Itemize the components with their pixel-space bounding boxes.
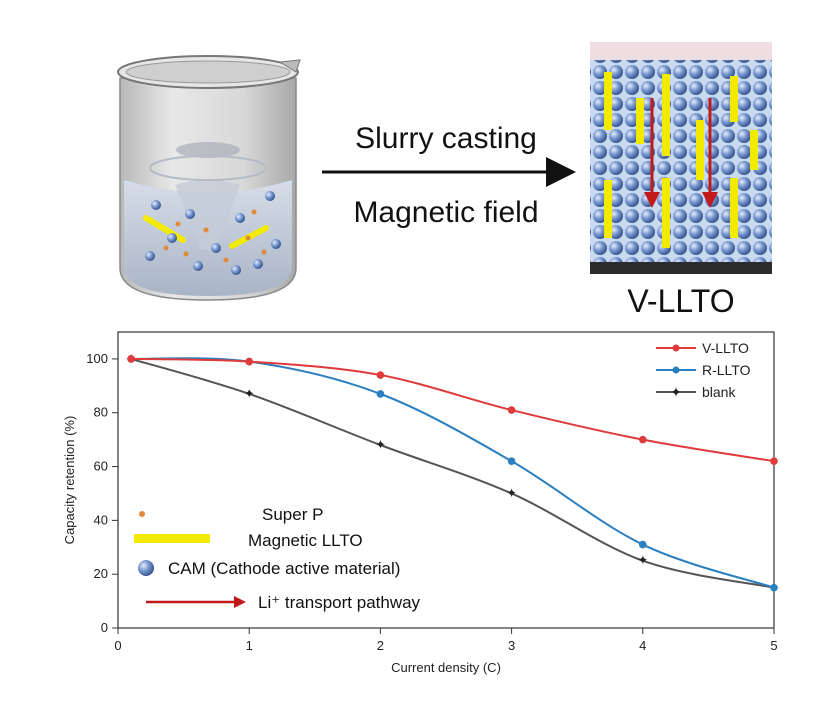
series-legend: V-LLTO R-LLTO ✦ blank — [656, 340, 751, 400]
process-label-slurry: Slurry casting — [355, 122, 537, 155]
y-tick-label: 20 — [94, 566, 108, 581]
beaker — [117, 55, 301, 301]
cam-particles — [145, 191, 281, 275]
cam-sphere-icon — [138, 560, 154, 576]
legend-entry-blank: ✦ blank — [656, 384, 736, 400]
data-point-v-llto — [376, 371, 385, 379]
legend-label-r-llto: R-LLTO — [702, 362, 751, 378]
legend-li-pathway: Li⁺ transport pathway — [146, 593, 421, 612]
legend-entry-v-llto: V-LLTO — [656, 340, 749, 356]
data-point-blank: ✦ — [637, 553, 648, 568]
aligned-llto-rods — [604, 72, 758, 248]
y-tick-label: 100 — [86, 351, 108, 366]
x-tick-label: 2 — [377, 638, 384, 653]
data-point-r-llto — [770, 583, 778, 592]
x-tick-label: 1 — [246, 638, 253, 653]
legend-magnetic-llto-label: Magnetic LLTO — [248, 531, 363, 550]
data-point-v-llto — [507, 406, 516, 414]
chart-series: ✦✦✦✦✦✦ — [126, 351, 780, 595]
legend-li-pathway-label: Li⁺ transport pathway — [258, 593, 421, 612]
process-label-magnetic: Magnetic field — [353, 196, 538, 229]
y-tick-label: 0 — [101, 620, 108, 635]
legend-super-p: Super P — [139, 505, 323, 524]
electrode-schematic: V-LLTO — [590, 42, 772, 319]
legend-magnetic-llto: Magnetic LLTO — [134, 531, 363, 550]
x-tick-label: 5 — [770, 638, 777, 653]
legend-cam-label: CAM (Cathode active material) — [168, 559, 400, 578]
data-point-blank: ✦ — [244, 386, 255, 401]
y-axis-ticks: 0 20 40 60 80 100 — [86, 351, 118, 635]
data-point-r-llto — [376, 390, 385, 398]
legend-entry-r-llto: R-LLTO — [656, 362, 751, 378]
x-tick-label: 0 — [114, 638, 121, 653]
y-axis-label: Capacity retention (%) — [62, 416, 77, 545]
legend-super-p-label: Super P — [262, 505, 323, 524]
marker-glyph: ✦ — [670, 384, 682, 400]
llto-rod-icon — [134, 534, 210, 543]
series-line-blank — [130, 357, 775, 589]
data-point-v-llto — [639, 435, 647, 444]
y-tick-label: 40 — [94, 512, 108, 527]
data-point-r-llto — [507, 457, 516, 465]
legend-label-v-llto: V-LLTO — [702, 340, 749, 356]
data-point-v-llto — [770, 457, 778, 465]
data-point-blank: ✦ — [375, 437, 386, 452]
legend-cam: CAM (Cathode active material) — [138, 559, 400, 578]
capacity-chart: 0 20 40 60 80 100 0 1 2 3 4 5 Capacity retention (… — [62, 331, 780, 675]
series-line-v-llto — [131, 357, 775, 463]
super-p-icon — [139, 511, 145, 517]
x-axis-label: Current density (C) — [391, 660, 501, 675]
process-arrow: Slurry casting Magnetic field — [322, 122, 576, 229]
super-p-particles — [163, 209, 267, 263]
x-axis-ticks: 0 1 2 3 4 5 — [114, 628, 778, 653]
data-point-v-llto — [127, 355, 135, 363]
plot-frame — [117, 331, 775, 629]
legend-label-blank: blank — [702, 384, 736, 400]
x-tick-label: 3 — [508, 638, 515, 653]
y-tick-label: 80 — [94, 405, 108, 420]
data-point-v-llto — [245, 357, 253, 366]
data-point-r-llto — [639, 540, 647, 549]
data-point-blank: ✦ — [506, 485, 517, 500]
y-tick-label: 60 — [94, 459, 108, 474]
x-tick-label: 4 — [639, 638, 646, 653]
li-transport-arrows — [644, 98, 718, 208]
llto-rod — [143, 215, 186, 243]
electrode-label: V-LLTO — [627, 283, 734, 319]
materials-legend: Super P Magnetic LLTO CAM (Cathode activ… — [134, 505, 421, 612]
